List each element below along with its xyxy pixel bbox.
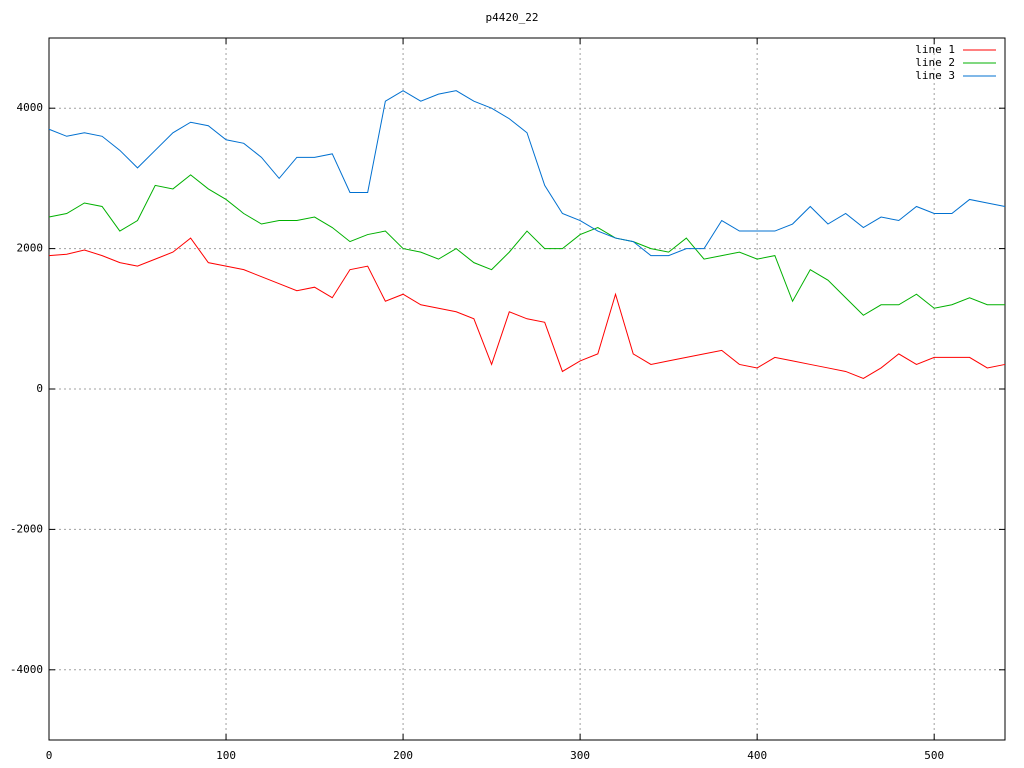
x-tick-label: 100 [216, 749, 236, 762]
legend-label: line 3 [915, 69, 955, 82]
y-tick-label: 4000 [17, 101, 44, 114]
series-line [48, 90, 1006, 257]
y-tick-label: -4000 [10, 663, 43, 676]
plot-border [48, 37, 1006, 741]
legend-label: line 1 [915, 43, 955, 56]
x-tick-label: 500 [924, 749, 944, 762]
y-tick-label: 0 [36, 382, 43, 395]
x-tick-label: 0 [46, 749, 53, 762]
x-tick-label: 300 [570, 749, 590, 762]
x-tick-label: 400 [747, 749, 767, 762]
chart-title: p4420_22 [486, 11, 539, 24]
y-tick-label: 2000 [17, 242, 44, 255]
legend-label: line 2 [915, 56, 955, 69]
y-tick-label: -2000 [10, 522, 43, 535]
series-line [48, 174, 1005, 316]
x-tick-label: 200 [393, 749, 413, 762]
series-line [48, 237, 1006, 380]
